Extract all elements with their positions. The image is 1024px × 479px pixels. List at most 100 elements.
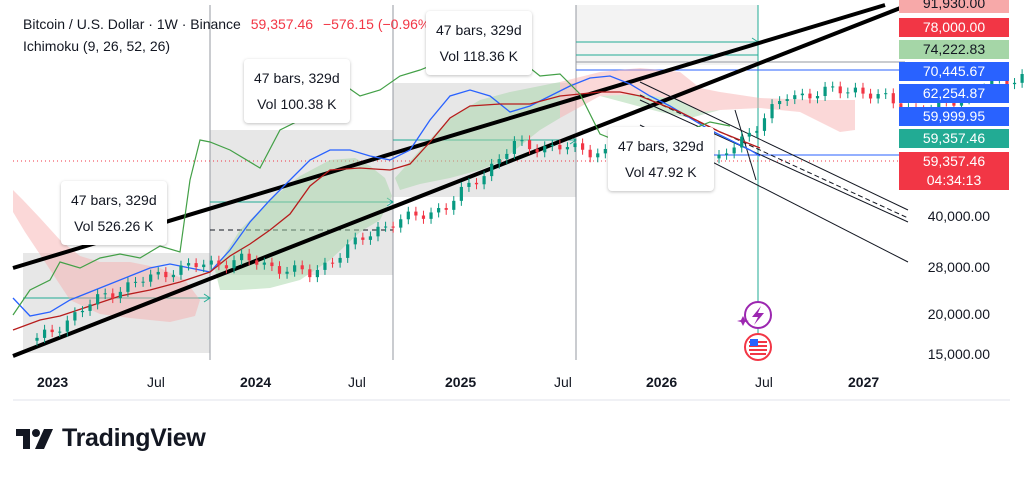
candle-body [565, 147, 570, 150]
candle-body [747, 132, 751, 137]
candle-body [262, 262, 266, 265]
candle-body [800, 93, 804, 96]
candle-body [65, 320, 69, 332]
candle-body [581, 143, 585, 150]
callout-volume: Vol 118.36 K [439, 48, 518, 64]
candle-body [437, 208, 441, 213]
candle-body [520, 140, 524, 142]
candle-body [277, 266, 282, 274]
candle-body [558, 144, 562, 150]
candle-body [217, 260, 221, 266]
x-tick-2025: 2025 [445, 374, 477, 390]
candle-body [717, 154, 721, 159]
x-tick-jul-2024: Jul [348, 374, 366, 390]
candle-body [232, 260, 236, 269]
candle-body [391, 226, 395, 228]
event-icons [737, 301, 772, 361]
candle-body [103, 293, 107, 295]
candle-body [823, 86, 827, 97]
candle-body [891, 93, 895, 104]
candle-body [224, 265, 229, 269]
candle-body [724, 153, 729, 155]
candle-body [755, 130, 759, 133]
candle-body [785, 99, 789, 101]
candle-body [80, 310, 85, 313]
candle-body [429, 212, 433, 219]
candle-body [740, 136, 744, 148]
symbol-title: Bitcoin / U.S. Dollar · 1W · Binance [23, 16, 241, 32]
y-tick-20000: 20,000.00 [927, 306, 990, 322]
measure-callout-1: 47 bars, 329d Vol 526.26 K [61, 181, 167, 245]
callout-bars: 47 bars, 329d [618, 138, 704, 154]
candle-body [58, 331, 62, 333]
chart-title-bar: Bitcoin / U.S. Dollar · 1W · Binance 59,… [23, 16, 435, 32]
candle-body [399, 219, 403, 228]
candle-body [300, 265, 304, 270]
callout-bars: 47 bars, 329d [436, 22, 522, 38]
x-tick-jul-2026: Jul [755, 374, 773, 390]
candle-body [35, 337, 39, 341]
candle-body [315, 269, 319, 278]
candle-body [383, 226, 388, 228]
x-tick-2026: 2026 [646, 374, 678, 390]
candle-body [353, 237, 357, 245]
callout-volume: Vol 100.38 K [257, 96, 337, 112]
candle-body [482, 176, 486, 185]
candle-body [338, 257, 342, 263]
tradingview-logo[interactable]: TradingView [16, 424, 206, 453]
candle-body [50, 329, 54, 333]
candle-body [770, 104, 774, 119]
candle-body [323, 262, 327, 270]
candle-body [164, 271, 168, 278]
candle-body [270, 262, 274, 267]
candle-body [293, 265, 297, 272]
candle-body [1012, 82, 1017, 85]
candle-body [550, 144, 554, 147]
candle-body [361, 237, 365, 240]
measure-callout-4: 47 bars, 329d Vol 47.92 K [608, 127, 714, 191]
candle-body [330, 262, 335, 264]
candle-body [141, 281, 145, 283]
candle-body [535, 149, 539, 153]
candle-body [186, 263, 191, 266]
candle-body [732, 147, 736, 154]
candle-body [421, 215, 426, 219]
price-label-close-red: 59,357.46 [899, 152, 1009, 171]
price-label-70445: 70,445.67 [899, 62, 1009, 81]
candle-body [406, 211, 410, 220]
candle-body [527, 140, 532, 150]
candle-body [444, 208, 448, 210]
candle-body [346, 244, 350, 258]
candle-body [376, 226, 380, 237]
x-tick-2023: 2023 [37, 374, 69, 390]
price-label-59999: 59,999.95 [899, 107, 1009, 126]
candle-body [474, 182, 479, 185]
price-label-74222: 74,222.83 [899, 40, 1009, 59]
candle-body [596, 153, 600, 158]
callout-volume: Vol 526.26 K [74, 218, 154, 234]
indicator-legend[interactable]: Ichimoku (9, 26, 52, 26) [23, 38, 171, 54]
candle-body [762, 118, 767, 131]
price-change: −576.15 (−0.96%) [322, 16, 436, 32]
candle-body [778, 100, 782, 105]
candle-body [209, 260, 213, 265]
x-tick-jul-2025: Jul [554, 374, 572, 390]
candle-body [853, 87, 857, 93]
candle-body [990, 78, 994, 89]
candle-body [899, 103, 903, 111]
candle-body [308, 269, 312, 278]
candle-body [202, 264, 206, 268]
callout-bars: 47 bars, 329d [254, 70, 340, 86]
candle-body [543, 146, 547, 153]
candle-body [118, 291, 122, 299]
candle-body [111, 293, 115, 299]
tradingview-logo-icon [16, 428, 53, 449]
y-tick-40000: 40,000.00 [927, 208, 990, 224]
candle-body [467, 182, 471, 187]
candle-body [497, 159, 501, 164]
candle-body [73, 312, 77, 321]
y-tick-28000: 28,000.00 [927, 259, 990, 275]
candle-body [247, 253, 251, 261]
candle-body [88, 304, 92, 311]
